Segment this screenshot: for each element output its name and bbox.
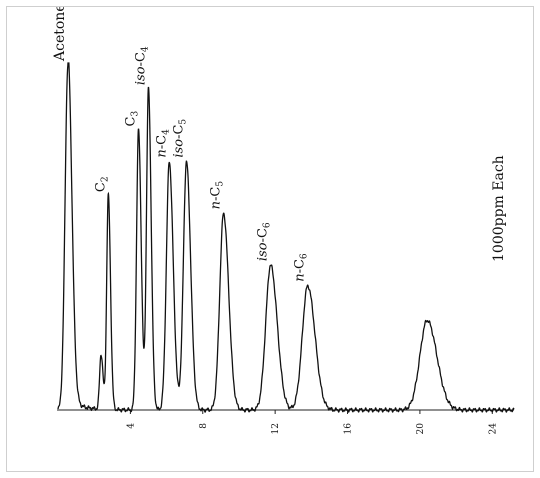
peak-label: C3	[124, 111, 141, 127]
x-tick-label: 24	[488, 423, 498, 435]
peak-label: n-C5	[209, 181, 226, 210]
concentration-annotation: 1000ppm Each	[491, 155, 507, 262]
chromatogram-trace	[57, 62, 515, 413]
peak-label: Acetone	[52, 7, 68, 62]
peak-label: iso-C4	[134, 46, 151, 85]
x-tick-label: 12	[271, 423, 281, 434]
peak-label: C2	[93, 176, 110, 192]
chart-frame: 4 8 12 16 20 24 Acetone C2 C3 iso-C4 n-C4 iso-C5 n-…	[6, 6, 534, 472]
peak-label: iso-C6	[256, 222, 273, 261]
x-tick-label: 16	[344, 423, 354, 435]
peak-label: iso-C5	[172, 119, 189, 158]
x-tick-label: 8	[199, 423, 209, 429]
peak-label: n-C4	[154, 129, 171, 158]
x-tick-label: 4	[126, 423, 136, 429]
x-tick-label: 20	[416, 423, 426, 435]
peak-label: n-C6	[293, 253, 310, 282]
